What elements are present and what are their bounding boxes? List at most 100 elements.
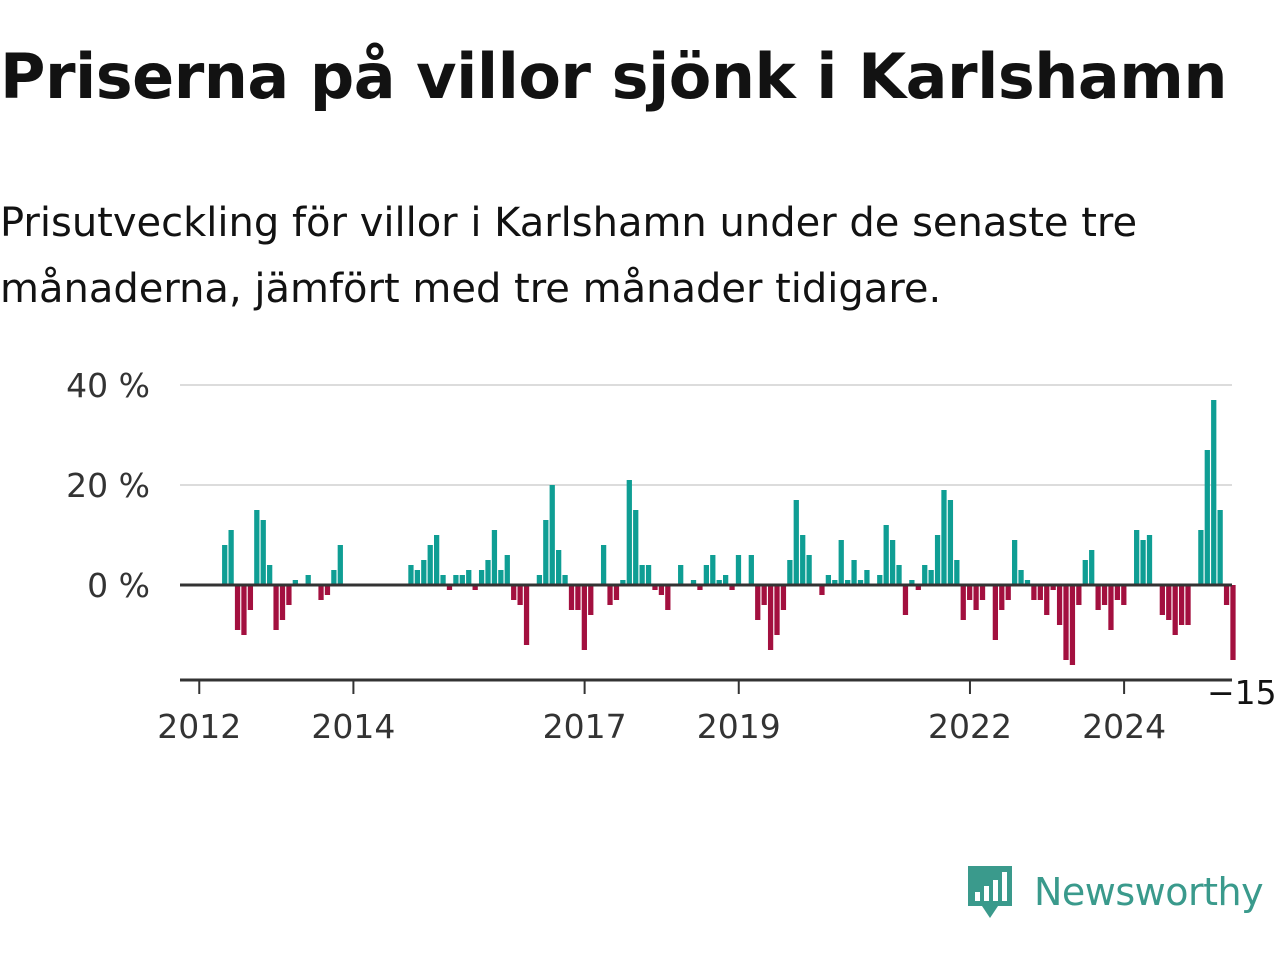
bar: [1031, 585, 1037, 600]
bar: [498, 570, 504, 585]
bar: [780, 585, 787, 610]
bar: [1012, 540, 1018, 585]
x-tick-label: 2019: [697, 707, 781, 746]
bar: [588, 585, 594, 615]
bar: [228, 530, 234, 585]
bar: [485, 560, 491, 585]
bar: [787, 560, 793, 585]
bar: [800, 535, 806, 585]
bar: [337, 545, 343, 585]
bar: [414, 570, 420, 585]
bar: [941, 490, 947, 585]
bar: [889, 540, 896, 585]
bar: [427, 545, 433, 585]
bar: [279, 585, 286, 620]
bar: [234, 585, 241, 630]
bar: [947, 500, 954, 585]
bar: [543, 520, 549, 585]
bar: [613, 585, 620, 600]
bar: [761, 585, 767, 605]
bar: [845, 580, 851, 585]
bar: [748, 555, 754, 585]
bar: [774, 585, 780, 635]
bar: [857, 580, 864, 585]
bar: [658, 585, 665, 595]
bar: [877, 575, 883, 585]
bar: [806, 555, 812, 585]
bar: [511, 585, 517, 600]
bar: [851, 560, 857, 585]
bar: [1230, 585, 1236, 660]
bar: [254, 510, 260, 585]
bar: [864, 570, 870, 585]
bar: [934, 535, 941, 585]
chart-title: Priserna på villor sjönk i Karlshamn: [0, 40, 1227, 113]
newsworthy-chart-icon: [968, 866, 1012, 918]
bar: [665, 585, 671, 610]
bar: [973, 585, 979, 610]
bar: [517, 585, 523, 605]
bar: [825, 575, 832, 585]
bar: [896, 565, 902, 585]
bar: [1095, 585, 1101, 610]
bar: [491, 530, 498, 585]
bar: [1134, 530, 1140, 585]
newsworthy-logo: Newsworthy: [964, 862, 1264, 922]
bar: [273, 585, 279, 630]
bar: [536, 575, 543, 585]
bar: [324, 585, 331, 595]
bar: [1185, 585, 1191, 625]
bar: [331, 570, 337, 585]
x-tick-label: 2012: [157, 707, 241, 746]
bar: [652, 585, 658, 590]
bar: [222, 545, 228, 585]
bar: [466, 570, 472, 585]
bar: [703, 565, 709, 585]
bar: [954, 560, 960, 585]
bar: [1140, 540, 1146, 585]
bar: [523, 585, 530, 645]
bar: [1044, 585, 1050, 615]
bar: [568, 585, 575, 610]
bar: [633, 510, 639, 585]
y-tick-label: 40 %: [66, 366, 150, 405]
bar: [909, 580, 915, 585]
bar: [1159, 585, 1165, 615]
bar: [1018, 570, 1024, 585]
bar: [729, 585, 735, 590]
bar: [549, 485, 555, 585]
bar: [1108, 585, 1114, 630]
bar: [992, 585, 998, 640]
bar: [1172, 585, 1178, 635]
bar: [600, 545, 607, 585]
bar: [883, 525, 889, 585]
bar: [1063, 585, 1069, 660]
bar: [1211, 400, 1217, 585]
bar: [767, 585, 774, 650]
bar: [504, 555, 510, 585]
bar: [1114, 585, 1121, 600]
bar: [690, 580, 697, 585]
bar: [1198, 530, 1204, 585]
bar: [421, 560, 427, 585]
bar: [915, 585, 921, 590]
x-tick-label: 2024: [1082, 707, 1166, 746]
bar: [928, 570, 934, 585]
bar: [472, 585, 478, 590]
x-tick-label: 2022: [928, 707, 1012, 746]
bar: [434, 535, 440, 585]
bar: [1024, 580, 1031, 585]
bar: [1082, 560, 1088, 585]
bar: [267, 565, 273, 585]
bar: [453, 575, 459, 585]
x-tick-label: 2014: [311, 707, 395, 746]
bar: [241, 585, 247, 635]
bar: [446, 585, 453, 590]
bar: [620, 580, 626, 585]
bar: [710, 555, 716, 585]
bar: [755, 585, 761, 620]
bar: [292, 580, 298, 585]
bar: [1223, 585, 1230, 605]
bar: [1121, 585, 1127, 605]
bar: [902, 585, 909, 615]
